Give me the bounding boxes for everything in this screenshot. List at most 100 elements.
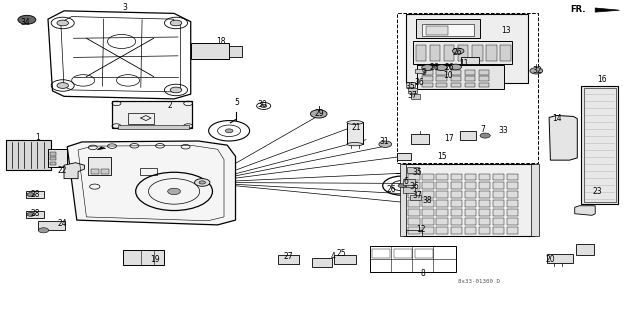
- Bar: [118, 125, 189, 129]
- Text: 15: 15: [436, 152, 447, 161]
- Bar: [422, 174, 434, 180]
- Bar: [461, 57, 479, 64]
- Text: 21: 21: [352, 123, 361, 132]
- Text: 3: 3: [122, 4, 127, 12]
- Text: 24: 24: [58, 219, 68, 228]
- Text: 20: 20: [545, 256, 556, 264]
- Text: 23: 23: [593, 187, 603, 196]
- Bar: [416, 19, 480, 38]
- Bar: [465, 218, 476, 225]
- Text: 37: 37: [412, 191, 422, 200]
- Ellipse shape: [347, 121, 363, 124]
- Bar: [465, 83, 475, 87]
- Bar: [372, 249, 390, 258]
- Bar: [465, 191, 476, 198]
- Circle shape: [199, 181, 205, 184]
- Text: FR.: FR.: [570, 5, 586, 14]
- Bar: [465, 76, 475, 81]
- Bar: [507, 218, 518, 225]
- Bar: [370, 246, 456, 272]
- Text: 12: 12: [417, 225, 426, 234]
- Text: 30: 30: [257, 100, 268, 109]
- Bar: [507, 182, 518, 189]
- Bar: [465, 182, 476, 189]
- Bar: [479, 191, 490, 198]
- Bar: [500, 45, 511, 61]
- Bar: [415, 249, 433, 258]
- Text: 11: 11: [460, 59, 468, 68]
- Bar: [422, 83, 433, 87]
- Bar: [479, 182, 490, 189]
- Bar: [50, 152, 56, 156]
- Text: 28: 28: [31, 190, 40, 199]
- Bar: [436, 209, 448, 216]
- Circle shape: [436, 65, 447, 70]
- Bar: [422, 218, 434, 225]
- Text: 17: 17: [444, 134, 454, 143]
- Bar: [507, 174, 518, 180]
- Bar: [191, 43, 229, 59]
- Bar: [407, 167, 419, 173]
- Bar: [38, 221, 65, 230]
- Ellipse shape: [347, 143, 363, 146]
- Bar: [50, 157, 56, 160]
- Text: 26: 26: [444, 63, 454, 72]
- Bar: [465, 209, 476, 216]
- Bar: [422, 209, 434, 216]
- Text: 32: 32: [532, 66, 543, 75]
- Text: 10: 10: [443, 71, 453, 80]
- Bar: [436, 218, 448, 225]
- Bar: [334, 255, 356, 264]
- Polygon shape: [64, 163, 84, 179]
- Text: 36: 36: [410, 182, 420, 191]
- Circle shape: [530, 68, 543, 74]
- Bar: [417, 65, 504, 89]
- Bar: [581, 86, 618, 204]
- Circle shape: [38, 228, 49, 233]
- Text: 34: 34: [20, 18, 31, 27]
- Bar: [451, 70, 461, 75]
- Circle shape: [170, 20, 182, 26]
- Bar: [128, 113, 154, 124]
- Bar: [91, 169, 99, 174]
- Bar: [436, 174, 448, 180]
- Text: 14: 14: [552, 114, 562, 122]
- Circle shape: [450, 64, 461, 70]
- Bar: [479, 218, 490, 225]
- Circle shape: [27, 212, 35, 216]
- Bar: [411, 94, 420, 99]
- Bar: [422, 24, 474, 36]
- Bar: [507, 200, 518, 207]
- Bar: [406, 230, 422, 236]
- Circle shape: [422, 65, 433, 70]
- Bar: [451, 227, 462, 234]
- Text: 6: 6: [403, 177, 408, 186]
- Text: 19: 19: [150, 256, 160, 264]
- Bar: [48, 149, 67, 167]
- Bar: [408, 88, 417, 93]
- Bar: [479, 209, 490, 216]
- Bar: [416, 45, 426, 61]
- Text: 1: 1: [35, 133, 40, 142]
- Bar: [406, 82, 415, 87]
- Bar: [479, 83, 489, 87]
- Bar: [88, 157, 111, 175]
- Bar: [507, 209, 518, 216]
- Text: 26: 26: [387, 185, 397, 194]
- Bar: [408, 191, 420, 198]
- Bar: [436, 70, 447, 75]
- Text: 36: 36: [414, 78, 424, 87]
- Bar: [531, 164, 539, 236]
- Bar: [426, 26, 448, 35]
- Bar: [140, 168, 157, 175]
- Bar: [451, 200, 462, 207]
- Bar: [460, 131, 476, 140]
- Bar: [584, 88, 616, 202]
- Bar: [479, 174, 490, 180]
- Circle shape: [170, 87, 182, 93]
- Bar: [465, 70, 475, 75]
- Bar: [444, 45, 454, 61]
- Bar: [397, 153, 411, 160]
- Bar: [436, 76, 447, 81]
- Circle shape: [195, 179, 210, 186]
